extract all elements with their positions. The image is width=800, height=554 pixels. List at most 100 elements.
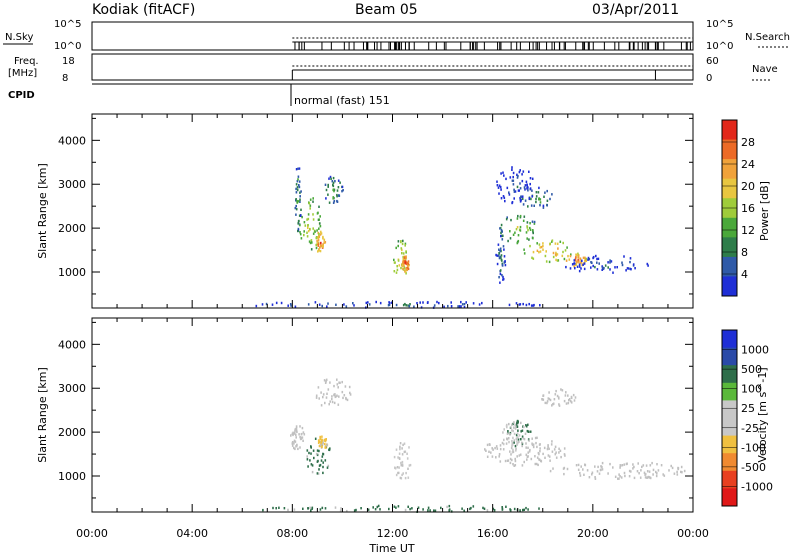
velocity-colorbar-swatch-8 [722, 470, 737, 489]
velocity-colorbar-tick-5: -100 [741, 441, 766, 454]
nsky-trace [292, 37, 693, 50]
date-title: 03/Apr/2011 [592, 2, 679, 18]
velocity-colorbar-tick-7: -1000 [741, 480, 773, 493]
power-data [255, 166, 649, 309]
power-axes: 1000 2000 3000 4000 [58, 114, 694, 308]
cpid-text: normal (fast) 151 [294, 94, 390, 107]
velocity-region-1 [306, 437, 331, 475]
beam-title: Beam 05 [355, 2, 418, 18]
x-tick-1: 04:00 [176, 527, 208, 540]
velocity-colorbar-swatch-6 [722, 435, 737, 454]
power-colorbar-tick-3: 16 [741, 202, 755, 215]
power-region-13 [255, 300, 541, 309]
velocity-region-9 [502, 422, 521, 456]
nsky-strip: N.Sky 10^5 10^0 10^5 10^0 N.Search [3, 19, 790, 52]
velocity-colorbar-swatch-9 [722, 488, 737, 507]
power-region-2 [315, 230, 327, 253]
nsearch-tick-top: 10^5 [706, 19, 733, 30]
velocity-ytick-3: 4000 [58, 338, 86, 351]
x-tick-4: 16:00 [477, 527, 509, 540]
power-ytick-2: 3000 [58, 178, 86, 191]
velocity-ytick-2: 3000 [58, 382, 86, 395]
power-region-5 [401, 255, 410, 273]
velocity-region-6 [484, 436, 566, 467]
velocity-region-3 [315, 378, 352, 407]
velocity-colorbar: 1000 500 100 25 -25 -100 -500 -1000 [721, 329, 773, 507]
power-region-9 [565, 254, 649, 274]
velocity-colorbar-tick-1: 500 [741, 363, 762, 376]
power-colorbar-swatch-7 [722, 256, 737, 277]
power-region-3 [324, 175, 344, 204]
nsky-tick-top: 10^5 [54, 19, 81, 30]
power-region-6 [499, 214, 536, 245]
nave-tick-top: 60 [706, 56, 719, 67]
power-colorbar-tick-1: 24 [741, 158, 755, 171]
freq-tick-top: 18 [62, 56, 75, 67]
power-colorbar-swatch-8 [722, 276, 737, 297]
x-axis-label: Time UT [368, 542, 414, 554]
velocity-region-4 [393, 442, 412, 480]
power-colorbar-tick-0: 28 [741, 136, 755, 149]
freq-label: Freq. [14, 56, 39, 67]
velocity-region-0 [290, 425, 306, 451]
freq-tick-bottom: 8 [62, 73, 68, 84]
power-region-1 [299, 197, 322, 251]
velocity-ylabel: Slant Range [km] [36, 367, 49, 463]
velocity-colorbar-tick-3: 25 [741, 402, 755, 415]
velocity-colorbar-swatch-2 [722, 365, 737, 384]
velocity-colorbar-swatch-4 [722, 400, 737, 419]
velocity-colorbar-swatch-3 [722, 382, 737, 401]
power-panel: 1000 2000 3000 4000 Slant Range [km] 28 24 20… [36, 113, 771, 309]
power-ytick-3: 4000 [58, 134, 86, 147]
velocity-colorbar-swatch-7 [722, 453, 737, 472]
power-region-12 [495, 228, 507, 284]
power-region-11 [496, 166, 534, 205]
x-tick-3: 12:00 [377, 527, 409, 540]
velocity-colorbar-swatch-5 [722, 418, 737, 437]
velocity-colorbar-tick-4: -25 [741, 422, 759, 435]
nsky-tick-bottom: 10^0 [54, 41, 81, 52]
velocity-data [262, 378, 686, 513]
velocity-region-7 [549, 461, 686, 480]
x-tick-6: 00:00 [677, 527, 709, 540]
velocity-colorbar-swatch-0 [722, 330, 737, 349]
power-colorbar-tick-2: 20 [741, 180, 755, 193]
velocity-colorbar-label: Velocity [m s^-1] [756, 367, 769, 462]
power-colorbar-swatch-6 [722, 237, 737, 258]
velocity-colorbar-tick-0: 1000 [741, 344, 769, 357]
power-colorbar-swatch-0 [722, 120, 737, 141]
power-ylabel: Slant Range [km] [36, 163, 49, 259]
power-ytick-1: 2000 [58, 222, 86, 235]
nave-tick-bottom: 0 [706, 73, 712, 84]
power-colorbar-swatch-2 [722, 159, 737, 180]
velocity-region-2 [317, 435, 329, 449]
power-region-4 [393, 239, 408, 275]
velocity-ytick-0: 1000 [58, 470, 86, 483]
freq-strip: Freq. [MHz] 18 8 60 0 Nave [8, 53, 778, 84]
power-colorbar: 28 24 20 16 12 8 4 [721, 119, 755, 297]
power-colorbar-tick-4: 12 [741, 224, 755, 237]
velocity-colorbar-swatch-1 [722, 347, 737, 366]
power-colorbar-tick-5: 8 [741, 246, 748, 259]
x-tick-0: 00:00 [76, 527, 108, 540]
station-title: Kodiak (fitACF) [92, 2, 195, 18]
nsky-label: N.Sky [5, 32, 33, 43]
power-colorbar-tick-6: 4 [741, 268, 748, 281]
nsearch-tick-bottom: 10^0 [706, 41, 733, 52]
x-tick-2: 08:00 [276, 527, 308, 540]
velocity-colorbar-tick-2: 100 [741, 383, 762, 396]
velocity-ytick-1: 2000 [58, 426, 86, 439]
nsearch-label: N.Search [745, 32, 790, 43]
power-region-0 [294, 167, 302, 233]
velocity-region-10 [262, 504, 540, 513]
freq-trace [291, 65, 693, 80]
velocity-region-8 [541, 388, 577, 407]
cpid-label: CPID [8, 90, 35, 101]
power-colorbar-swatch-1 [722, 139, 737, 160]
power-colorbar-label: Power [dB] [758, 181, 771, 241]
x-axis-ticks: 00:00 04:00 08:00 12:00 16:00 20:00 00:00 [76, 527, 709, 540]
power-region-7 [523, 239, 572, 264]
nave-label: Nave [752, 64, 778, 75]
velocity-panel: 1000 2000 3000 4000 Slant Range [km] 1000 50… [36, 317, 773, 513]
